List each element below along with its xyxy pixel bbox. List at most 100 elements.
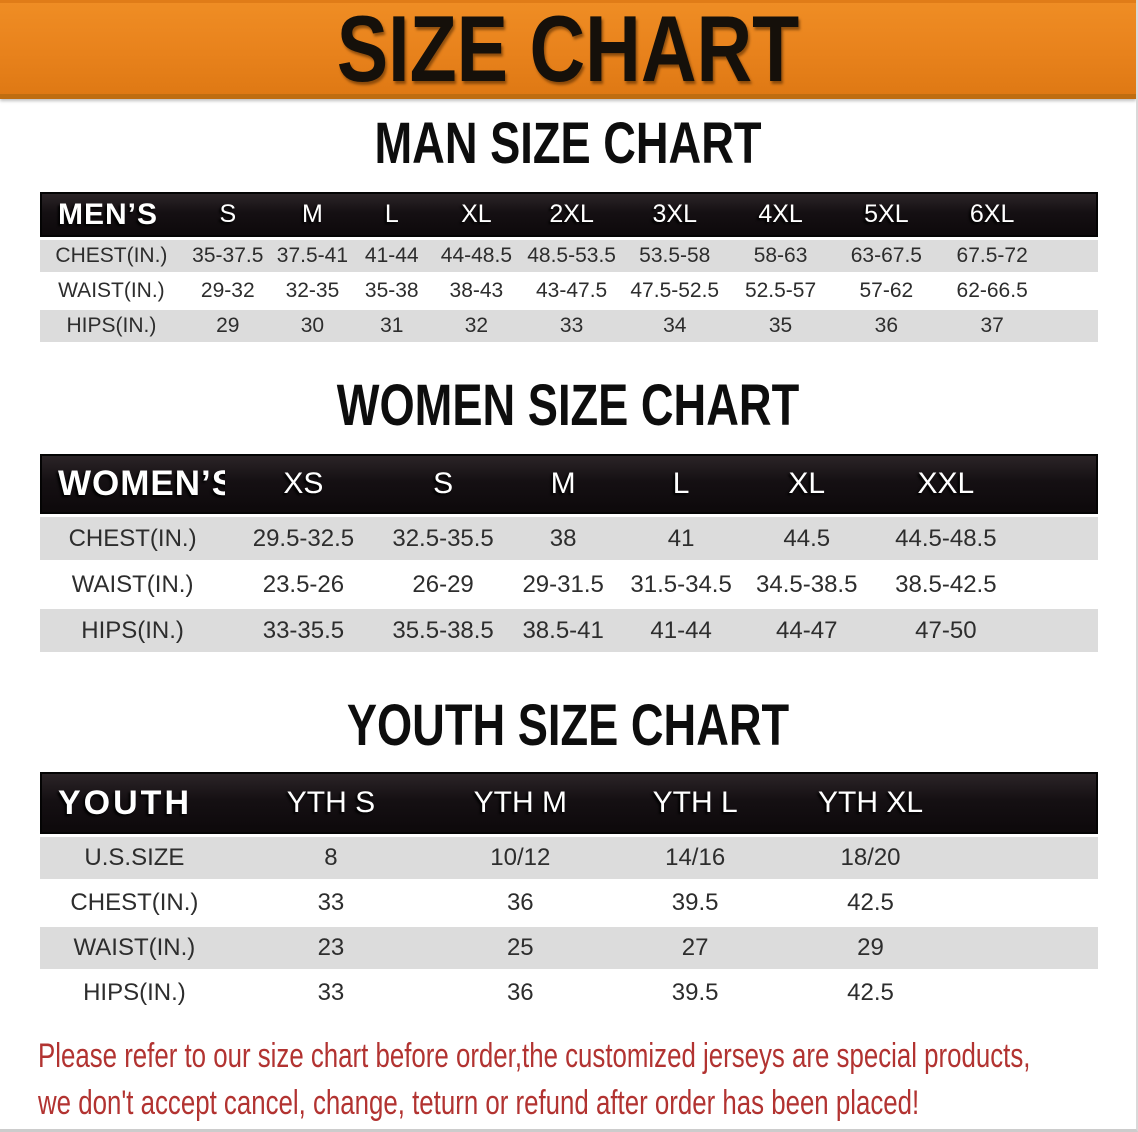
size-cell: 47-50 xyxy=(873,609,1019,652)
size-cell: 33-35.5 xyxy=(225,609,382,652)
table-header-row: MEN’S S M L XL 2XL 3XL 4XL 5XL 6XL xyxy=(40,192,1098,237)
size-column-header: L xyxy=(621,454,741,514)
spacer-cell xyxy=(958,972,1098,1014)
size-column-header: XL xyxy=(740,454,874,514)
size-row: WAIST(IN.) 29-32 32-35 35-38 38-43 43-47.5 47.… xyxy=(40,275,1098,307)
row-label: WAIST(IN.) xyxy=(40,563,226,606)
youth-size-chart-section: YOUTH SIZE CHART YOUTH YTH S YTH M YTH L YTH… xyxy=(0,697,1136,1017)
women-size-table: WOMEN’S XS S M L XL XXL CHEST(IN.) 29.5-32.5 32.5… xyxy=(40,451,1098,655)
size-row: U.S.SIZE 8 10/12 14/16 18/20 xyxy=(40,837,1098,879)
size-cell: 38.5-41 xyxy=(504,609,622,652)
size-chart-banner: SIZE CHART xyxy=(0,0,1136,99)
size-cell: 43-47.5 xyxy=(521,275,622,307)
size-column-header: S xyxy=(182,192,273,237)
size-cell: 44-48.5 xyxy=(431,240,522,272)
spacer-cell xyxy=(1018,517,1098,560)
row-label: CHEST(IN.) xyxy=(40,517,226,560)
size-cell: 53.5-58 xyxy=(621,240,728,272)
size-cell: 41-44 xyxy=(621,609,741,652)
size-cell: 29-32 xyxy=(182,275,273,307)
size-row: HIPS(IN.) 33-35.5 35.5-38.5 38.5-41 41-44 44-… xyxy=(40,609,1098,652)
size-cell: 31.5-34.5 xyxy=(621,563,741,606)
size-cell: 35 xyxy=(727,310,834,342)
row-label: CHEST(IN.) xyxy=(40,882,229,924)
youth-size-chart-title: YOUTH SIZE CHART xyxy=(346,693,790,758)
size-row: WAIST(IN.) 23 25 27 29 xyxy=(40,927,1098,969)
size-cell: 29.5-32.5 xyxy=(225,517,382,560)
size-cell: 63-67.5 xyxy=(833,240,940,272)
size-cell: 44-47 xyxy=(740,609,874,652)
size-column-header: YTH M xyxy=(433,772,608,834)
size-cell: 33 xyxy=(228,882,434,924)
size-cell: 37 xyxy=(939,310,1046,342)
size-cell: 23.5-26 xyxy=(225,563,382,606)
size-row: HIPS(IN.) 33 36 39.5 42.5 xyxy=(40,972,1098,1014)
size-cell: 44.5-48.5 xyxy=(873,517,1019,560)
size-row: CHEST(IN.) 29.5-32.5 32.5-35.5 38 41 44.5 44.5… xyxy=(40,517,1098,560)
size-cell: 42.5 xyxy=(782,972,959,1014)
spacer-cell xyxy=(1018,563,1098,606)
women-size-chart-title: WOMEN SIZE CHART xyxy=(336,373,800,438)
size-column-header: XL xyxy=(431,192,522,237)
table-header-row: WOMEN’S XS S M L XL XXL xyxy=(40,454,1098,514)
size-column-header: 4XL xyxy=(727,192,834,237)
row-label: CHEST(IN.) xyxy=(40,240,183,272)
size-cell: 27 xyxy=(607,927,783,969)
size-cell: 29 xyxy=(782,927,959,969)
table-group-label: MEN’S xyxy=(40,192,183,237)
size-cell: 48.5-53.5 xyxy=(521,240,622,272)
size-column-header: L xyxy=(352,192,432,237)
size-cell: 36 xyxy=(433,882,608,924)
size-cell: 67.5-72 xyxy=(939,240,1046,272)
size-column-header: 5XL xyxy=(833,192,940,237)
spacer-cell xyxy=(1045,310,1098,342)
size-cell: 30 xyxy=(272,310,353,342)
size-column-header: 6XL xyxy=(939,192,1046,237)
size-cell: 62-66.5 xyxy=(939,275,1046,307)
size-cell: 25 xyxy=(433,927,608,969)
size-cell: 34.5-38.5 xyxy=(740,563,874,606)
size-cell: 37.5-41 xyxy=(272,240,353,272)
size-cell: 52.5-57 xyxy=(727,275,834,307)
size-cell: 41-44 xyxy=(352,240,432,272)
size-column-header: M xyxy=(504,454,622,514)
size-cell: 44.5 xyxy=(740,517,874,560)
size-cell: 29-31.5 xyxy=(504,563,622,606)
size-row: HIPS(IN.) 29 30 31 32 33 34 35 36 37 xyxy=(40,310,1098,342)
size-cell: 38 xyxy=(504,517,622,560)
size-cell: 36 xyxy=(433,972,608,1014)
size-cell: 39.5 xyxy=(607,972,783,1014)
spacer-cell xyxy=(1018,609,1098,652)
size-cell: 42.5 xyxy=(782,882,959,924)
size-cell: 38.5-42.5 xyxy=(873,563,1019,606)
size-cell: 35-38 xyxy=(352,275,432,307)
size-cell: 32-35 xyxy=(272,275,353,307)
table-group-label: WOMEN’S xyxy=(40,454,226,514)
row-label: HIPS(IN.) xyxy=(40,310,183,342)
row-label: WAIST(IN.) xyxy=(40,275,183,307)
size-cell: 10/12 xyxy=(433,837,608,879)
size-row: WAIST(IN.) 23.5-26 26-29 29-31.5 31.5-34.5 34… xyxy=(40,563,1098,606)
size-column-header: S xyxy=(381,454,505,514)
size-column-header: M xyxy=(272,192,353,237)
notice-line-2: we don't accept cancel, change, teturn o… xyxy=(38,1084,920,1122)
spacer-cell xyxy=(958,772,1098,834)
man-size-table: MEN’S S M L XL 2XL 3XL 4XL 5XL 6XL CHEST(IN.) 35-37… xyxy=(40,189,1098,345)
spacer-cell xyxy=(958,837,1098,879)
size-cell: 23 xyxy=(228,927,434,969)
spacer-cell xyxy=(958,882,1098,924)
spacer-cell xyxy=(1018,454,1098,514)
spacer-cell xyxy=(1045,240,1098,272)
size-column-header: YTH L xyxy=(607,772,783,834)
size-cell: 39.5 xyxy=(607,882,783,924)
size-column-header: YTH S xyxy=(228,772,434,834)
size-column-header: YTH XL xyxy=(782,772,959,834)
women-size-chart-section: WOMEN SIZE CHART WOMEN’S XS S M L XL XXL CHEST(… xyxy=(0,377,1136,655)
size-row: CHEST(IN.) 33 36 39.5 42.5 xyxy=(40,882,1098,924)
size-cell: 35-37.5 xyxy=(182,240,273,272)
size-cell: 31 xyxy=(352,310,432,342)
notice-line-1: Please refer to our size chart before or… xyxy=(38,1037,1031,1075)
size-cell: 57-62 xyxy=(833,275,940,307)
size-cell: 29 xyxy=(182,310,273,342)
table-header-row: YOUTH YTH S YTH M YTH L YTH XL xyxy=(40,772,1098,834)
